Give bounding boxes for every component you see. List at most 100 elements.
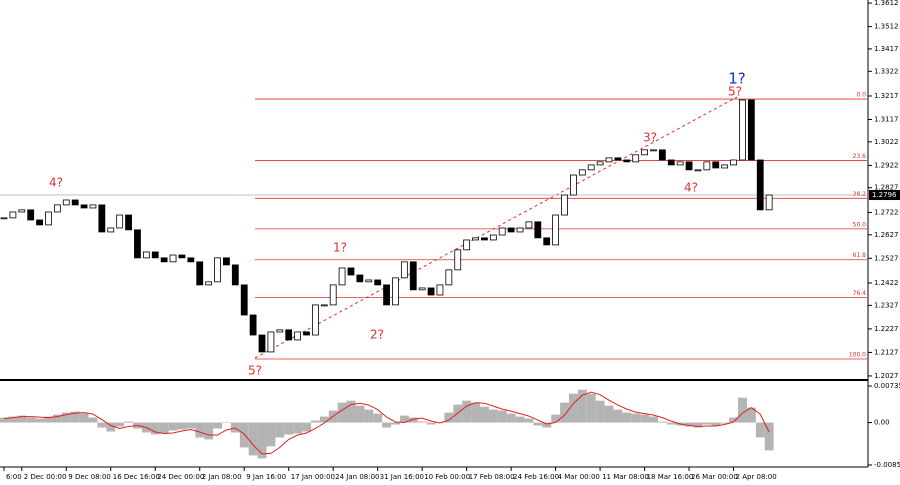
macd-bar: [391, 422, 400, 425]
wave-label: 1?: [728, 70, 746, 88]
candle: [409, 261, 417, 291]
candle: [641, 149, 648, 156]
macd-bar: [657, 421, 667, 423]
wave-label: 3?: [643, 131, 657, 145]
candle: [525, 221, 533, 229]
candle: [694, 169, 702, 172]
macd-bar: [150, 422, 160, 435]
candle: [712, 161, 720, 169]
x-tick-label: 6:00: [6, 473, 22, 481]
candle: [311, 304, 319, 336]
candle: [374, 279, 382, 286]
candle: [125, 214, 132, 231]
candle: [18, 209, 26, 213]
candle: [151, 251, 159, 259]
candle: [614, 157, 622, 161]
macd-bar: [52, 414, 62, 423]
x-tick-label: 17 Jan 00:00: [291, 473, 335, 481]
macd-bar: [702, 422, 712, 425]
candle: [267, 331, 275, 353]
candle: [721, 164, 729, 169]
candle: [756, 159, 764, 211]
y-tick-label: 1.2627: [874, 231, 899, 239]
macd-bar: [684, 422, 694, 427]
candle: [676, 161, 684, 166]
candle: [294, 331, 301, 341]
candle: [667, 159, 675, 166]
candle: [570, 174, 577, 196]
x-tick-label: 2 Jan 08:00: [202, 473, 242, 481]
candle: [329, 284, 337, 306]
macd-bar: [693, 422, 703, 428]
macd-bar: [577, 389, 587, 423]
macd-bar: [764, 422, 774, 451]
macd-bar: [551, 414, 561, 423]
candle: [347, 267, 355, 276]
macd-bar: [444, 412, 454, 423]
y-tick-label: 1.2827: [874, 184, 899, 192]
candle: [498, 227, 506, 236]
macd-bar: [533, 422, 543, 426]
macd-bar: [284, 422, 294, 435]
candle: [685, 161, 693, 171]
candle: [356, 274, 364, 283]
x-tick-label: 9 Jan 16:00: [246, 473, 286, 481]
wave-label: 5?: [728, 85, 742, 99]
candle: [489, 234, 497, 241]
macd-bar: [186, 422, 196, 429]
candle: [320, 304, 328, 307]
macd-bar: [239, 422, 249, 448]
x-tick-label: 2 Apr 08:00: [736, 473, 777, 481]
macd-bar: [97, 422, 107, 428]
macd-bar: [462, 400, 472, 423]
candle: [507, 227, 515, 233]
macd-bar: [204, 422, 214, 440]
macd-bar: [346, 400, 356, 423]
candle: [231, 264, 239, 286]
macd-bar: [586, 393, 596, 423]
macd-bar: [115, 422, 125, 427]
macd-bar: [61, 412, 71, 423]
candle: [747, 99, 755, 161]
candle: [89, 204, 97, 209]
macd-bar: [302, 422, 311, 432]
y-tick-label: 1.3022: [874, 138, 899, 146]
x-tick-label: 18 Mar 16:00: [647, 473, 694, 481]
candle: [516, 227, 524, 233]
macd-bar: [649, 416, 658, 423]
macd-bar: [26, 417, 36, 423]
macd-bar: [506, 413, 516, 423]
macd-bar: [729, 417, 739, 423]
candle: [36, 219, 43, 226]
y-tick-label: 1.3117: [874, 116, 899, 124]
candle: [596, 161, 604, 166]
candle: [240, 284, 248, 316]
macd-bar: [79, 413, 89, 423]
y-tick-label: 1.2922: [874, 161, 899, 169]
macd-bar: [222, 422, 231, 424]
macd-bar: [168, 422, 178, 431]
candle: [365, 279, 373, 283]
candle: [561, 194, 568, 216]
macd-bar: [337, 402, 347, 423]
y-tick-label: 1.2422: [874, 279, 899, 287]
macd-bar: [399, 415, 409, 423]
y-tick-label: 1.3612: [874, 0, 899, 7]
x-tick-label: 16 Dec 16:00: [113, 473, 160, 481]
candle: [400, 261, 408, 279]
macd-bar: [275, 422, 285, 438]
x-tick-label: 26 Mar 00:00: [691, 473, 738, 481]
x-tick-label: 24 Jan 08:00: [335, 473, 379, 481]
y-tick-label: 0.00: [874, 419, 890, 427]
macd-bar: [640, 414, 650, 423]
x-tick-label: 24 Dec 00:00: [157, 473, 204, 481]
candle: [427, 287, 435, 296]
macd-bar: [666, 422, 676, 425]
y-tick-label: 1.2027: [874, 372, 899, 380]
fib-label: 23.6: [853, 153, 867, 160]
candle: [53, 204, 61, 213]
macd-bar: [755, 422, 765, 438]
candle: [463, 239, 471, 251]
macd-bar: [382, 422, 392, 428]
